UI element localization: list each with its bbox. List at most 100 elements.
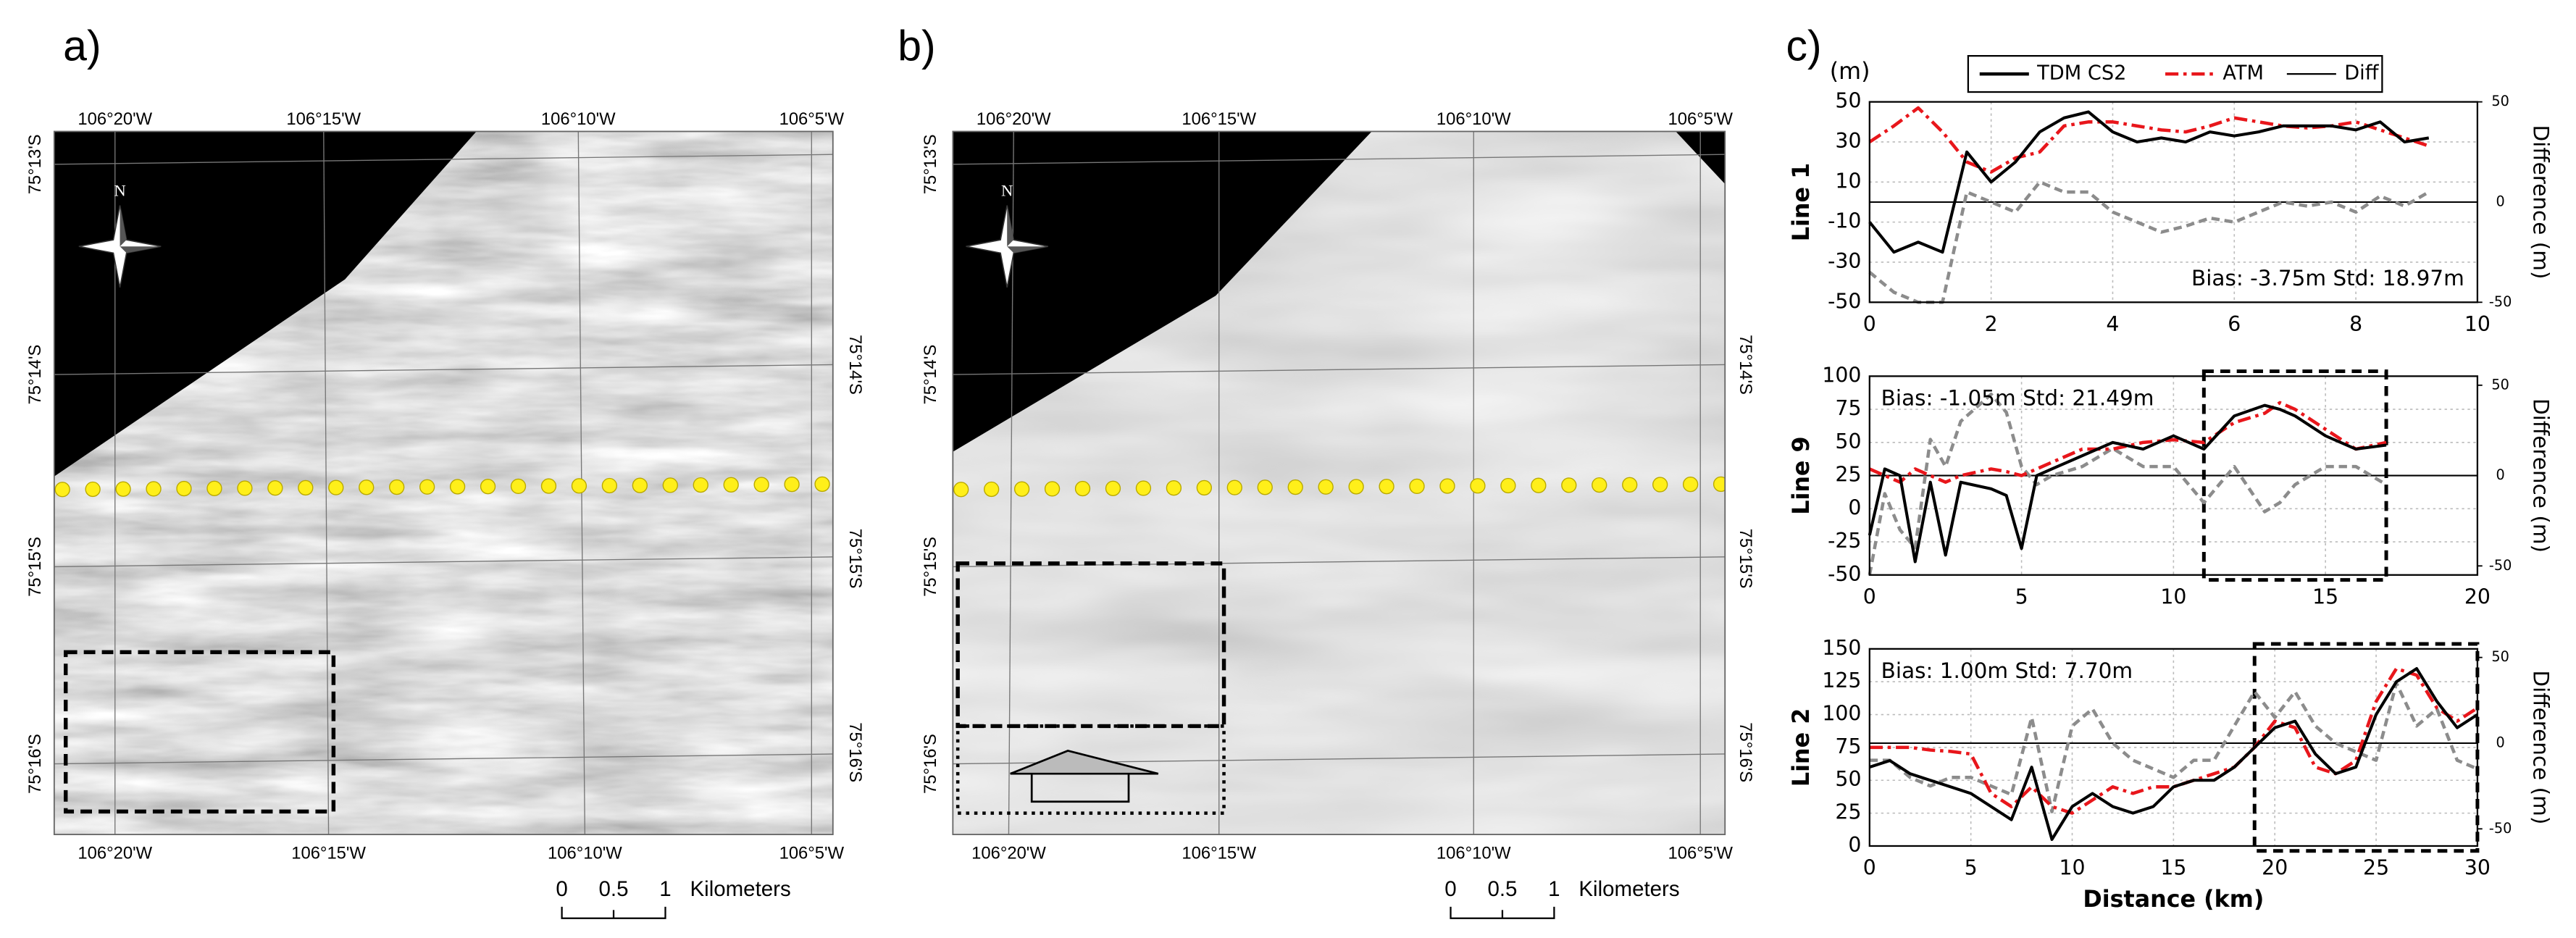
y-tick-label: 75 [1835, 396, 1861, 420]
track-point [753, 477, 769, 493]
longitude-label: 106°10'W [1437, 844, 1511, 863]
x-tick-label: 8 [2349, 312, 2362, 336]
track-point [85, 481, 101, 498]
track-point [1318, 479, 1334, 495]
annotation: Bias: -3.75m Std: 18.97m [2191, 266, 2464, 290]
longitude-label: 106°15'W [1182, 109, 1256, 129]
track-point [1500, 477, 1516, 494]
x-tick-label: 10 [2160, 585, 2186, 609]
track-point [1409, 478, 1425, 495]
longitude-label: 106°15'W [291, 844, 366, 863]
y-tick-label: -25 [1828, 529, 1861, 553]
scale-unit: Kilometers [1578, 877, 1679, 901]
highlight-box [2201, 369, 2388, 582]
y2-tick-label: 50 [2491, 376, 2509, 393]
x-tick-label: 25 [2363, 856, 2389, 880]
x-tick-label: 30 [2464, 856, 2491, 880]
scale-label: 1 [659, 877, 671, 901]
y2-tick-label: 50 [2491, 648, 2509, 665]
annotation: Bias: -1.05m Std: 21.49m [1881, 386, 2154, 411]
x-tick-label: 10 [2464, 312, 2491, 336]
track-point [814, 476, 830, 493]
y2-tick-label: 50 [2491, 93, 2509, 109]
y2-axis-label: Difference (m) [2529, 670, 2554, 824]
track-point [1013, 481, 1030, 497]
y-unit-label: (m) [1830, 59, 1870, 85]
series-line [1869, 681, 2478, 813]
track-point [359, 480, 375, 495]
north-arrow-shade [120, 205, 162, 254]
x-tick-label: 6 [2228, 312, 2241, 336]
track-point [723, 477, 739, 493]
track-point [1044, 481, 1061, 497]
track-point [1348, 479, 1364, 495]
track-point [146, 481, 162, 497]
legend-label: TDM CS2 [2036, 62, 2126, 85]
scale-bar [1450, 906, 1555, 919]
scale-unit: Kilometers [690, 877, 791, 901]
no-data-region [54, 131, 477, 477]
panel-label: b) [898, 23, 935, 70]
track-point [1196, 480, 1212, 496]
scale-label: 1 [1548, 877, 1560, 901]
track-point [1379, 478, 1394, 495]
longitude-label: 106°5'W [1668, 109, 1733, 129]
graticule [54, 753, 833, 765]
track-point [1166, 480, 1182, 496]
y-tick-label: 100 [1822, 363, 1861, 387]
y-tick-label: 125 [1822, 669, 1861, 692]
y-axis-label: Line 2 [1789, 708, 1815, 787]
x-axis-label: Distance (km) [2083, 887, 2264, 913]
y-axis-label: Line 1 [1789, 163, 1815, 241]
dotted-box [955, 724, 1226, 815]
y-tick-label: -50 [1828, 289, 1861, 313]
latitude-label: 75°15'S [25, 537, 45, 597]
track-point [449, 479, 466, 495]
x-tick-label: 5 [2015, 585, 2028, 609]
y-tick-label: 50 [1835, 89, 1861, 113]
x-tick-label: 0 [1863, 312, 1876, 336]
latitude-label: 75°16'S [25, 734, 45, 794]
y-tick-label: -30 [1828, 249, 1861, 273]
latitude-label: 75°15'S [1736, 529, 1755, 589]
track-point [389, 479, 405, 495]
x-tick-label: 0 [1863, 856, 1876, 880]
scale-label: 0.5 [1487, 877, 1517, 901]
y-tick-label: 100 [1822, 702, 1861, 726]
graticule [953, 364, 1726, 375]
longitude-label: 106°10'W [548, 844, 622, 863]
longitude-label: 106°5'W [779, 109, 845, 129]
y-tick-label: 50 [1835, 430, 1861, 453]
latitude-label: 75°14'S [1736, 335, 1755, 395]
track-point [571, 478, 587, 494]
panel-label: c) [1786, 23, 1822, 70]
track-point [601, 477, 618, 494]
map-frame [53, 130, 834, 836]
map-panel [54, 131, 833, 835]
longitude-label: 106°15'W [1182, 844, 1256, 863]
scale-label: 0 [556, 877, 567, 901]
track-point [540, 478, 557, 494]
track-point [1135, 480, 1152, 496]
dashed-box [63, 650, 336, 814]
latitude-label: 75°14'S [25, 345, 45, 405]
north-label: N [114, 182, 125, 200]
longitude-label: 106°20'W [971, 844, 1046, 863]
track-point [267, 480, 283, 496]
longitude-label: 106°15'W [286, 109, 361, 129]
graticule [323, 131, 330, 835]
y-tick-label: -10 [1828, 209, 1861, 233]
x-tick-label: 20 [2262, 856, 2288, 880]
y-tick-label: 25 [1835, 800, 1861, 824]
north-label: N [1001, 182, 1013, 200]
latitude-label: 75°15'S [845, 529, 865, 589]
x-tick-label: 20 [2464, 585, 2491, 609]
y-tick-label: 150 [1822, 636, 1861, 660]
track-point [510, 478, 527, 495]
y-axis-label: Line 9 [1789, 436, 1815, 514]
north-arrow-shade [1007, 205, 1048, 254]
latitude-label: 75°14'S [845, 335, 865, 395]
latitude-label: 75°15'S [921, 537, 940, 597]
